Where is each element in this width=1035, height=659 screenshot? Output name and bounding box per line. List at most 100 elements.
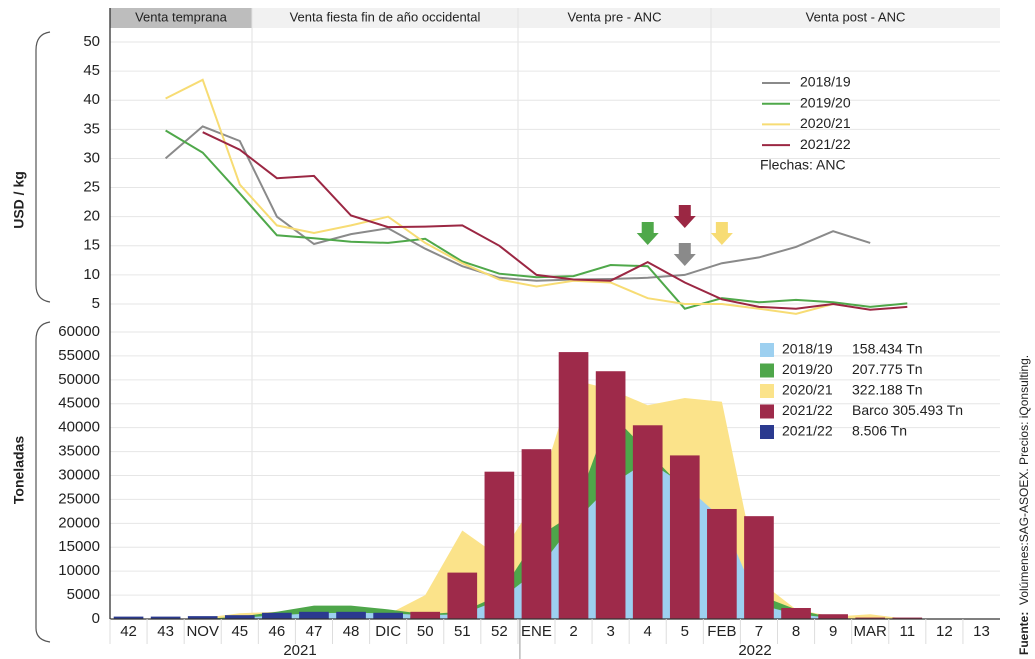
bar xyxy=(187,616,218,619)
y-tick-label: 50000 xyxy=(58,371,100,388)
y-tick-label: 5000 xyxy=(67,586,100,603)
legend-label: 2019/20 xyxy=(782,361,833,377)
legend-label: 2018/19 xyxy=(782,341,833,357)
phase-band xyxy=(252,8,518,28)
bar xyxy=(224,615,255,619)
bar xyxy=(336,611,366,619)
bar xyxy=(113,616,144,619)
x-tick-label: 46 xyxy=(269,623,286,640)
y-tick-label: 30 xyxy=(83,149,100,166)
area xyxy=(128,461,982,619)
legend-label: 2019/20 xyxy=(800,94,851,110)
x-tick-label: 8 xyxy=(792,623,800,640)
bar xyxy=(744,516,774,619)
y-tick-label: 0 xyxy=(92,610,100,627)
y-tick-label: 60000 xyxy=(58,323,100,340)
x-tick-label: 4 xyxy=(644,623,652,640)
x-tick-label: NOV xyxy=(186,623,219,640)
anc-arrow xyxy=(673,205,696,228)
x-tick-label: MAR xyxy=(854,623,888,640)
legend-label: 2021/22 xyxy=(782,423,833,439)
x-tick-label: 7 xyxy=(755,623,763,640)
phase-label: Venta post - ANC xyxy=(806,9,906,24)
bar xyxy=(150,616,181,619)
legend-total: 8.506 Tn xyxy=(852,423,907,439)
anc-arrow xyxy=(636,222,659,245)
bar xyxy=(447,572,478,619)
x-tick-label: 43 xyxy=(157,623,174,640)
y-tick-label: 45 xyxy=(83,62,100,79)
source-label: Fuente: xyxy=(1017,612,1031,655)
y-tick-label: 40000 xyxy=(58,419,100,436)
y-tick-label: 20000 xyxy=(58,514,100,531)
bar xyxy=(855,617,886,619)
bar xyxy=(373,612,403,619)
legend-swatch xyxy=(760,363,774,378)
line xyxy=(202,131,908,311)
bar xyxy=(669,455,700,619)
bar xyxy=(262,612,292,619)
x-tick-label: ENE xyxy=(521,623,552,640)
legend-label: 2020/21 xyxy=(800,115,851,131)
legend-swatch xyxy=(760,425,774,439)
x-tick-label: 47 xyxy=(306,623,323,640)
line xyxy=(165,129,908,310)
y-tick-label: 55000 xyxy=(58,347,100,364)
legend-total: 207.775 Tn xyxy=(852,361,923,377)
legend-label: 2021/22 xyxy=(782,402,833,418)
y-tick-label: 5 xyxy=(92,295,100,312)
year-label: 2022 xyxy=(738,642,771,659)
bar xyxy=(632,425,663,619)
line xyxy=(164,125,871,282)
y-tick-label: 25 xyxy=(83,179,100,196)
y-tick-label: 20 xyxy=(83,208,100,225)
y-tick-label: 15 xyxy=(83,237,100,254)
legend-note: Flechas: ANC xyxy=(760,157,846,173)
bar xyxy=(521,449,552,619)
legend-swatch xyxy=(760,343,774,357)
bar xyxy=(558,352,589,619)
bar xyxy=(484,471,515,619)
x-tick-label: 48 xyxy=(343,623,360,640)
y-tick-label: 30000 xyxy=(58,466,100,483)
bracket xyxy=(35,321,51,643)
y-tick-label: 25000 xyxy=(58,490,100,507)
bar xyxy=(707,508,737,619)
x-tick-label: 52 xyxy=(491,623,508,640)
x-tick-label: 45 xyxy=(231,623,248,640)
phase-label: Venta fiesta fin de año occidental xyxy=(290,9,481,24)
x-tick-label: 2 xyxy=(569,623,577,640)
legend-swatch xyxy=(760,404,774,419)
x-tick-label: 5 xyxy=(681,623,689,640)
bracket xyxy=(35,31,51,303)
phase-label: Venta temprana xyxy=(135,9,228,24)
phase-band xyxy=(711,8,1000,28)
bar xyxy=(781,607,811,619)
x-tick-label: 3 xyxy=(606,623,614,640)
y-tick-label: 35 xyxy=(83,120,100,137)
x-tick-label: 42 xyxy=(120,623,137,640)
y-tick-label: 35000 xyxy=(58,443,100,460)
legend-label: 2021/22 xyxy=(800,136,851,152)
y-tick-label: 50 xyxy=(83,33,100,50)
y-axis-label: USD / kg xyxy=(11,171,27,229)
x-tick-label: 12 xyxy=(936,623,953,640)
y-tick-label: 15000 xyxy=(58,538,100,555)
y-tick-label: 10000 xyxy=(58,562,100,579)
year-label: 2021 xyxy=(283,642,316,659)
y-tick-label: 40 xyxy=(83,91,100,108)
legend-label: 2018/19 xyxy=(800,74,851,90)
phase-label: Venta pre - ANC xyxy=(568,9,662,24)
x-tick-label: 13 xyxy=(973,623,990,640)
x-tick-label: 50 xyxy=(417,623,434,640)
y-tick-label: 45000 xyxy=(58,395,100,412)
x-tick-label: DIC xyxy=(375,623,401,640)
bar xyxy=(299,611,329,619)
anc-arrow xyxy=(673,243,696,266)
y-tick-label: 10 xyxy=(83,266,100,283)
bar xyxy=(410,611,441,619)
y-axis-label: Toneladas xyxy=(11,436,27,504)
x-tick-label: 51 xyxy=(454,623,471,640)
area xyxy=(128,379,982,619)
